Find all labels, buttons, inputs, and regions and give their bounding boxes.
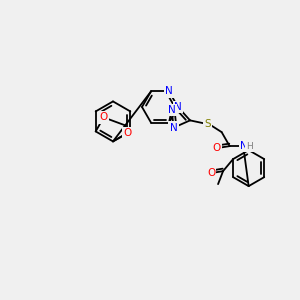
Text: N: N <box>165 86 173 96</box>
Text: N: N <box>240 141 248 151</box>
Text: N: N <box>170 123 178 133</box>
Text: O: O <box>123 128 131 138</box>
Text: S: S <box>204 119 211 129</box>
Text: N: N <box>168 105 176 115</box>
Text: O: O <box>212 143 221 153</box>
Text: O: O <box>207 168 215 178</box>
Text: N: N <box>174 102 182 112</box>
Text: O: O <box>100 112 108 122</box>
Text: H: H <box>246 142 253 151</box>
